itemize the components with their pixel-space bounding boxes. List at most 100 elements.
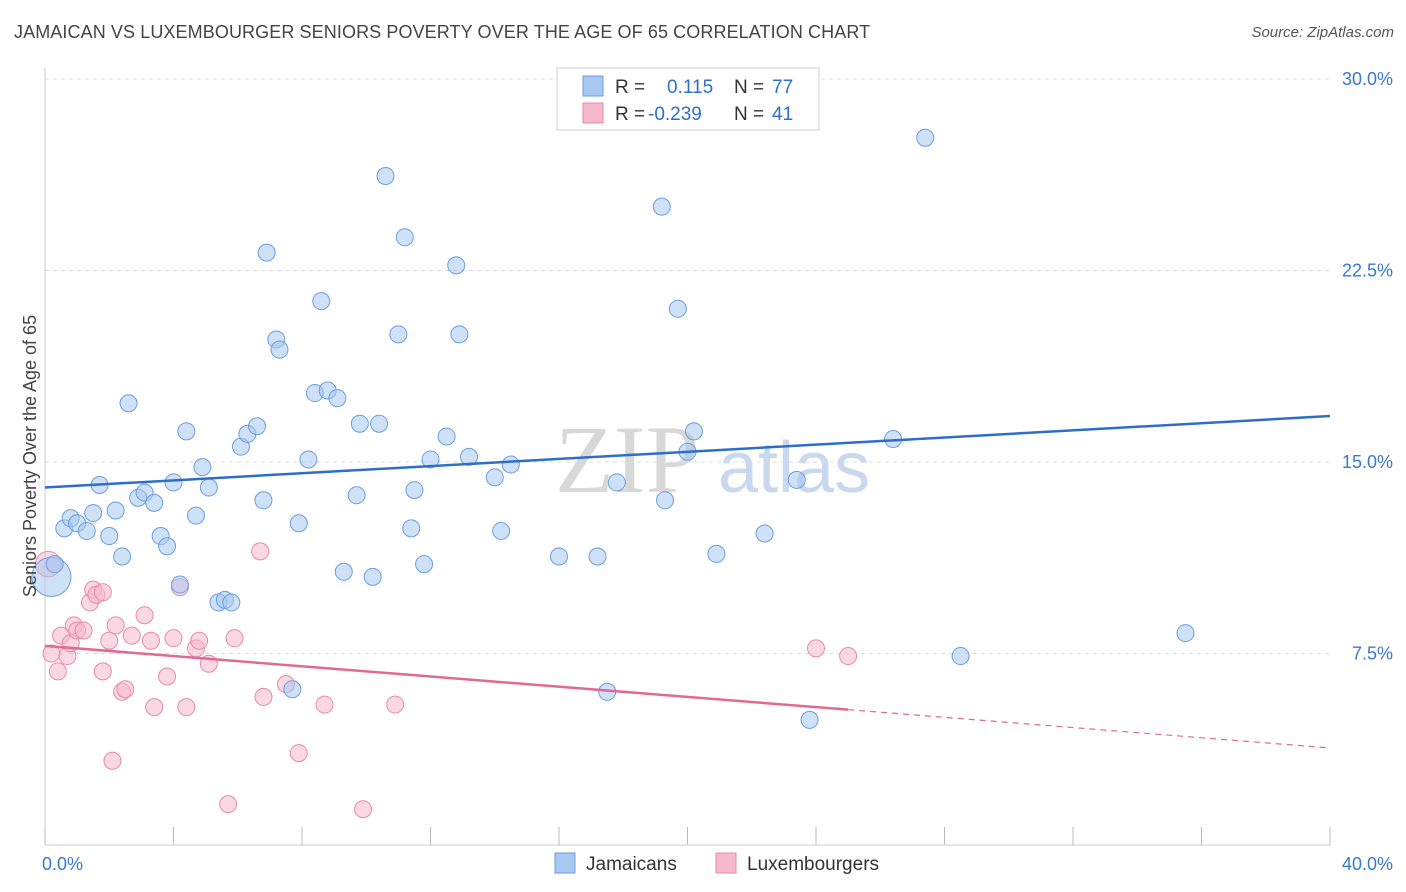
jamaican-point-33 [283, 680, 302, 699]
jamaican-point-32 [270, 340, 289, 359]
jamaican-point-41 [347, 486, 366, 505]
jamaican-point-57 [492, 521, 511, 540]
legend-swatch-jamaicans [582, 75, 604, 97]
jamaicans-trend-line [44, 414, 1331, 489]
jamaican-point-39 [328, 389, 347, 408]
jamaican-point-47 [395, 228, 414, 247]
luxembourger-point-28 [190, 631, 209, 650]
legend-n-label-2: N = [734, 104, 764, 125]
jamaican-point-51 [421, 450, 440, 469]
legend-n-value-2: 41 [772, 104, 793, 125]
legend-n-value-1: 77 [772, 77, 793, 98]
jamaican-point-18 [170, 575, 189, 594]
axes [44, 68, 1331, 846]
luxembourger-point-21 [142, 631, 161, 650]
luxembourger-point-20 [135, 606, 154, 625]
bottom-legend-jamaicans: Jamaicans [586, 854, 677, 875]
jamaican-point-50 [415, 555, 434, 574]
watermark-atlas: atlas [718, 428, 870, 508]
jamaican-point-29 [254, 491, 273, 510]
jamaican-point-53 [447, 256, 466, 275]
jamaican-point-49 [405, 481, 424, 500]
jamaican-point-62 [607, 473, 626, 492]
jamaican-point-10 [113, 547, 132, 566]
jamaican-point-71 [800, 710, 819, 729]
jamaican-point-30 [257, 243, 276, 262]
luxembourger-point-15 [103, 751, 122, 770]
jamaican-point-73 [916, 128, 935, 147]
jamaican-point-74 [951, 647, 970, 666]
x-tick-label-1: 40.0% [1342, 854, 1393, 874]
jamaican-point-14 [145, 493, 164, 512]
jamaican-point-20 [186, 506, 205, 525]
watermark-zip: ZIP [555, 406, 699, 513]
luxembourgers-points [34, 542, 858, 819]
jamaican-point-6 [84, 504, 103, 523]
jamaican-point-43 [363, 567, 382, 586]
grid-lines [45, 78, 1330, 654]
luxembourger-point-16 [106, 616, 125, 635]
jamaican-point-68 [707, 544, 726, 563]
bottom-legend-swatch-jamaicans [554, 852, 576, 874]
jamaican-point-44 [370, 414, 389, 433]
legend: R = 0.115 N = 77 R = -0.239 N = 41 [556, 67, 820, 131]
bottom-legend-swatch-luxembourgers [715, 852, 737, 874]
x-tick-label-0: 0.0% [42, 854, 83, 874]
jamaican-point-52 [437, 427, 456, 446]
luxembourger-point-39 [807, 639, 825, 658]
jamaican-point-22 [199, 478, 218, 497]
jamaican-point-63 [652, 197, 671, 216]
jamaican-point-45 [376, 167, 395, 186]
jamaican-point-64 [656, 491, 675, 510]
luxembourger-point-36 [315, 695, 334, 714]
luxembourger-point-2 [48, 662, 67, 681]
jamaican-point-8 [100, 527, 119, 546]
y-tick-label-0: 7.5% [1352, 644, 1393, 664]
luxembourger-point-40 [839, 647, 858, 666]
source-label: Source: ZipAtlas.com [1251, 24, 1394, 41]
jamaican-point-42 [350, 414, 369, 433]
luxembourger-point-33 [254, 687, 273, 706]
luxembourger-point-22 [145, 698, 164, 717]
legend-r-value-1: 0.115 [667, 77, 713, 98]
jamaican-point-37 [312, 292, 331, 311]
jamaican-point-65 [668, 299, 687, 318]
jamaican-point-60 [588, 547, 607, 566]
chart-title: JAMAICAN VS LUXEMBOURGER SENIORS POVERTY… [14, 22, 871, 42]
bottom-legend: Jamaicans Luxembourgers [554, 852, 879, 875]
luxembourger-point-37 [354, 800, 373, 819]
legend-r-value-2: -0.239 [648, 104, 702, 125]
jamaican-point-40 [334, 562, 353, 581]
jamaican-point-67 [684, 422, 703, 441]
luxembourger-point-14 [100, 631, 119, 650]
trend-lines [44, 414, 1331, 749]
luxembourger-point-38 [386, 695, 405, 714]
y-tick-label-2: 22.5% [1342, 261, 1393, 281]
legend-r-label-1: R = [615, 77, 645, 98]
y-axis-label: Seniors Poverty Over the Age of 65 [20, 315, 40, 597]
luxembourger-point-35 [289, 744, 308, 763]
jamaican-point-48 [402, 519, 421, 538]
luxembourger-point-19 [122, 626, 141, 645]
jamaicans-points [31, 72, 1195, 729]
jamaican-point-5 [77, 521, 96, 540]
jamaican-point-16 [158, 537, 177, 556]
jamaican-point-56 [485, 468, 504, 487]
jamaican-point-69 [755, 524, 774, 543]
luxembourger-point-32 [251, 542, 270, 561]
legend-swatch-luxembourgers [582, 102, 604, 124]
y-tick-label-3: 30.0% [1342, 69, 1393, 89]
luxembourgers-trend-extension [848, 709, 1331, 749]
bottom-legend-luxembourgers: Luxembourgers [747, 854, 879, 875]
luxembourger-point-24 [164, 629, 183, 648]
luxembourger-point-13 [93, 662, 112, 681]
jamaican-point-55 [460, 447, 479, 466]
luxembourger-point-18 [116, 680, 135, 699]
legend-r-label-2: R = [615, 104, 645, 125]
jamaican-point-54 [450, 325, 469, 344]
luxembourgers-trend-line [44, 644, 849, 711]
luxembourger-point-8 [74, 621, 93, 640]
jamaican-point-11 [119, 394, 138, 413]
luxembourger-point-23 [158, 667, 177, 686]
